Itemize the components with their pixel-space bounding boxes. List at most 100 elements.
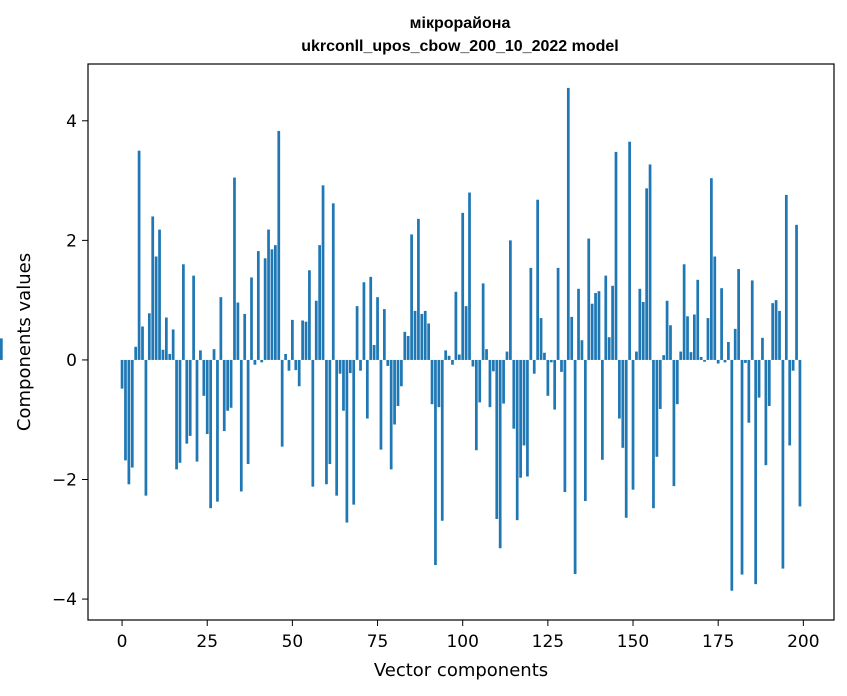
bar-138 (590, 303, 594, 360)
bar-110 (495, 359, 499, 519)
bar-107 (485, 349, 488, 360)
bar-118 (522, 359, 526, 446)
bar-48 (284, 353, 287, 360)
bar-152 (638, 288, 642, 360)
bar-129 (560, 359, 563, 372)
bar-149 (628, 141, 631, 360)
bar-14 (168, 353, 172, 360)
bar-147 (621, 359, 625, 448)
bar-49 (287, 359, 291, 371)
bar-181 (737, 269, 740, 360)
bar-76 (379, 359, 383, 450)
bar-88 (420, 313, 424, 360)
bar-162 (672, 359, 676, 487)
bar-36 (243, 313, 247, 360)
bar-174 (713, 256, 717, 360)
bar-59 (321, 185, 325, 360)
bar-53 (301, 320, 304, 360)
bar-184 (747, 359, 751, 423)
bar-119 (526, 359, 529, 477)
bar-5 (137, 150, 141, 360)
bar-123 (539, 318, 543, 360)
bar-137 (587, 238, 591, 360)
bar-98 (454, 291, 458, 360)
bar-55 (308, 270, 311, 360)
bar-27 (212, 349, 216, 360)
bar-111 (498, 359, 502, 549)
bar-92 (434, 359, 437, 565)
bar-164 (679, 351, 683, 360)
bar-65 (342, 359, 345, 411)
bar-33 (233, 177, 236, 360)
bar-0 (120, 359, 124, 389)
bar-93 (437, 359, 441, 408)
bar-7 (144, 359, 148, 496)
bar-156 (652, 359, 655, 509)
bar-68 (352, 359, 356, 505)
bar-192 (774, 300, 778, 360)
bar-97 (451, 359, 454, 365)
bar-187 (757, 359, 761, 398)
bar-130 (563, 359, 567, 493)
bar-69 (355, 306, 359, 360)
bar-194 (781, 359, 785, 569)
y-tick-label: 2 (66, 231, 77, 251)
bar-82 (400, 359, 403, 387)
bar-128 (556, 267, 560, 360)
bar-134 (577, 288, 580, 360)
x-tick-label: 200 (787, 632, 819, 652)
bar-34 (236, 302, 240, 360)
bar-179 (730, 359, 734, 591)
bar-154 (645, 188, 649, 360)
bar-180 (733, 328, 737, 360)
bar-122 (536, 199, 540, 360)
chart-title: мікрорайона (410, 15, 511, 32)
bar-11 (158, 229, 161, 360)
chart-subtitle: ukrconll_upos_cbow_200_10_2022 model (301, 38, 618, 55)
x-tick-label: 25 (196, 632, 218, 652)
bar-63 (335, 359, 339, 496)
bar-81 (396, 359, 400, 406)
bar-17 (178, 359, 182, 463)
bar-163 (675, 359, 679, 405)
bar-89 (423, 310, 427, 360)
bar-189 (764, 359, 768, 466)
y-axis-ticks: −4 −2 0 2 4 (52, 112, 88, 610)
bar-131 (566, 87, 570, 360)
bar-113 (505, 351, 509, 360)
bar-51 (294, 359, 298, 371)
x-tick-label: 100 (446, 632, 478, 652)
x-axis-label: Vector components (374, 660, 548, 681)
bar-4 (134, 346, 138, 360)
bar-109 (492, 359, 495, 372)
bar-171 (703, 359, 706, 362)
bar-121 (532, 359, 536, 374)
bar-46 (277, 130, 281, 360)
bar-161 (669, 325, 672, 360)
x-tick-label: 50 (282, 632, 304, 652)
bar-160 (665, 300, 669, 360)
bar-41 (260, 359, 264, 363)
bar-30 (222, 359, 226, 432)
bar-10 (154, 256, 158, 360)
bar-70 (359, 359, 362, 371)
bar-35 (239, 359, 243, 492)
bar-114 (509, 240, 512, 360)
bar-31 (226, 359, 230, 411)
bar-170 (699, 356, 703, 360)
bar-62 (331, 203, 335, 360)
bar-132 (570, 316, 574, 360)
bar-3 (130, 359, 134, 468)
bar-140 (597, 291, 601, 360)
bar-23 (199, 350, 202, 360)
bar-126 (549, 359, 553, 363)
bar-193 (778, 310, 781, 360)
bar-39 (253, 359, 257, 365)
bar-12 (161, 349, 165, 360)
bar-165 (682, 264, 686, 360)
bar-120 (529, 267, 533, 360)
bar-158 (658, 359, 662, 409)
bar-43 (267, 229, 270, 360)
y-axis-label: Components values (14, 253, 35, 431)
